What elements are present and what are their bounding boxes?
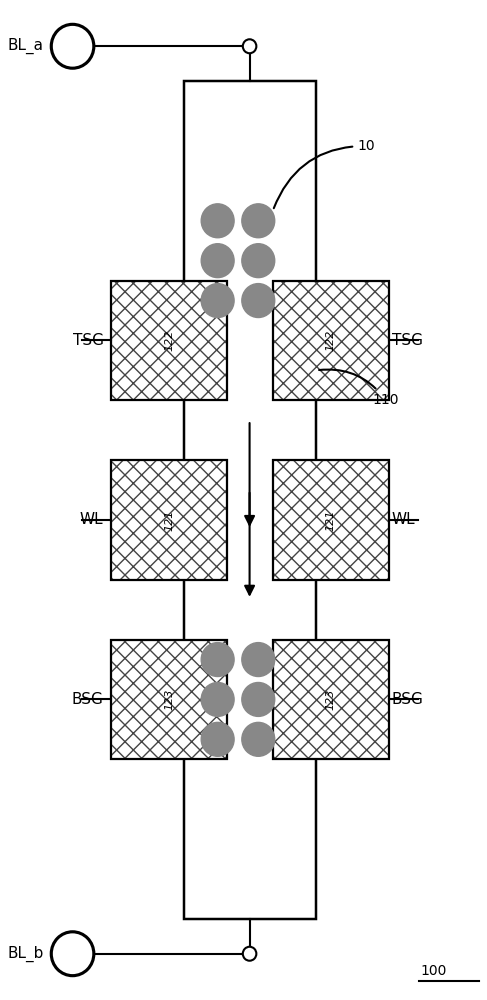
Text: WL: WL	[80, 512, 104, 527]
Bar	[111, 281, 227, 400]
Bar	[273, 640, 389, 759]
Text: WL: WL	[392, 512, 415, 527]
Bar	[111, 460, 227, 580]
Circle shape	[242, 722, 275, 756]
Text: 110: 110	[319, 370, 399, 407]
Bar	[111, 281, 227, 400]
Bar	[273, 640, 389, 759]
Text: 123: 123	[164, 689, 174, 710]
Text: BSG: BSG	[72, 692, 104, 707]
Circle shape	[243, 39, 256, 53]
Bar	[273, 640, 389, 759]
Bar	[111, 640, 227, 759]
Text: BL_b: BL_b	[7, 946, 43, 962]
Bar	[111, 460, 227, 580]
Text: BL_a: BL_a	[7, 38, 43, 54]
Circle shape	[242, 643, 275, 677]
Bar	[273, 460, 389, 580]
Text: 10: 10	[274, 139, 375, 208]
Bar	[273, 281, 389, 400]
Bar	[273, 460, 389, 580]
Circle shape	[243, 947, 256, 961]
Circle shape	[201, 643, 234, 677]
Circle shape	[201, 722, 234, 756]
Bar	[111, 640, 227, 759]
Bar	[111, 640, 227, 759]
Circle shape	[242, 204, 275, 238]
Circle shape	[242, 244, 275, 278]
Circle shape	[201, 284, 234, 318]
Bar	[273, 460, 389, 580]
Bar	[111, 460, 227, 580]
Circle shape	[201, 682, 234, 716]
Circle shape	[51, 932, 94, 976]
Text: TSG: TSG	[73, 333, 104, 348]
Text: BSG: BSG	[392, 692, 424, 707]
Text: 122: 122	[164, 330, 174, 351]
Circle shape	[51, 24, 94, 68]
Text: 122: 122	[326, 330, 336, 351]
Circle shape	[242, 284, 275, 318]
Text: 123: 123	[326, 689, 336, 710]
Bar	[111, 281, 227, 400]
Bar	[184, 81, 317, 919]
Text: 100: 100	[421, 964, 447, 978]
Circle shape	[201, 204, 234, 238]
Text: TSG: TSG	[392, 333, 423, 348]
Bar	[273, 281, 389, 400]
Circle shape	[201, 244, 234, 278]
Bar	[273, 281, 389, 400]
Circle shape	[242, 682, 275, 716]
Text: 121: 121	[164, 509, 174, 531]
Text: 121: 121	[326, 509, 336, 531]
